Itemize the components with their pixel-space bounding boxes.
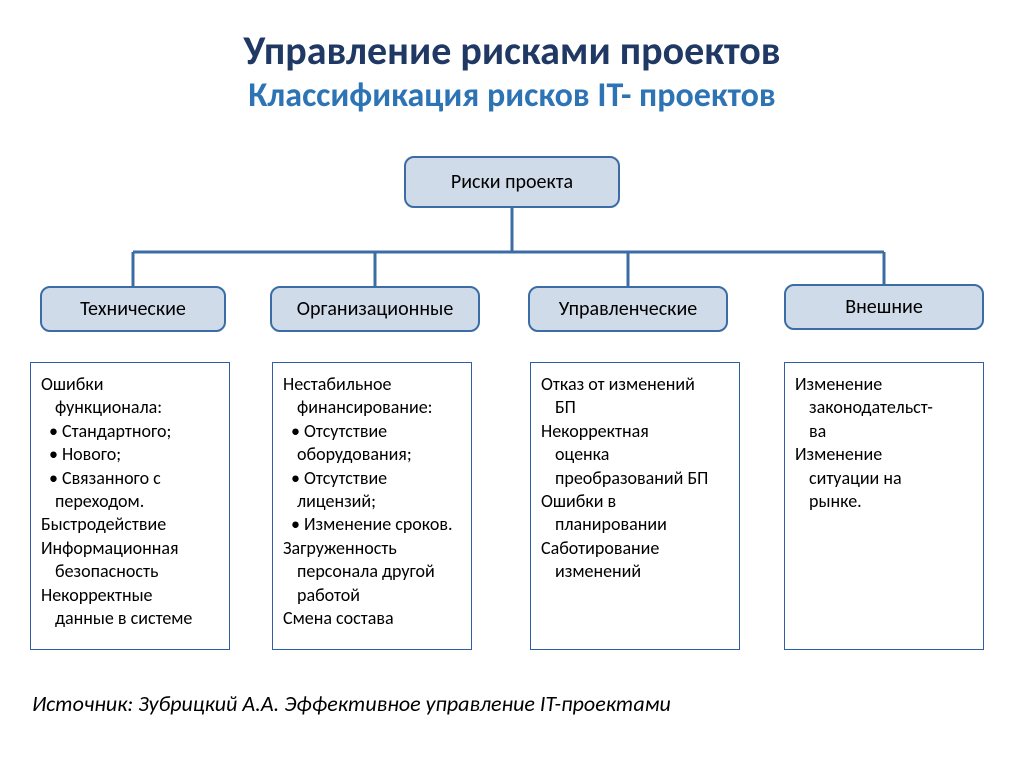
detail-line: Ошибки bbox=[41, 373, 221, 396]
detail-line: Быстродействие bbox=[41, 513, 221, 536]
source-citation: Источник: Зубрицкий А.А. Эффективное упр… bbox=[32, 690, 671, 717]
detail-line: Некорректная bbox=[541, 420, 731, 443]
detail-line: ситуации на bbox=[795, 467, 975, 490]
detail-line: Ошибки в bbox=[541, 490, 731, 513]
detail-line: оборудования; bbox=[283, 443, 463, 466]
detail-line: БП bbox=[541, 396, 731, 419]
page-subtitle: Классификация рисков IT- проектов bbox=[0, 75, 1024, 116]
detail-line: Изменение bbox=[795, 373, 975, 396]
category-node-0: Технические bbox=[40, 286, 226, 332]
detail-line: функционала: bbox=[41, 396, 221, 419]
detail-line: Саботирование bbox=[541, 537, 731, 560]
page-title: Управление рисками проектов bbox=[0, 0, 1024, 75]
detail-line: законодательст- bbox=[795, 396, 975, 419]
detail-line: изменений bbox=[541, 560, 731, 583]
detail-box-1: Нестабильноефинансирование:Отсутствиеобо… bbox=[272, 362, 472, 650]
category-node-3: Внешние bbox=[784, 284, 984, 330]
detail-line: переходом. bbox=[41, 490, 221, 513]
detail-line: Изменение сроков. bbox=[283, 513, 463, 536]
detail-line: Стандартного; bbox=[41, 420, 221, 443]
detail-line: Смена состава bbox=[283, 607, 463, 630]
root-node: Риски проекта bbox=[404, 156, 620, 208]
detail-line: Некорректные bbox=[41, 584, 221, 607]
detail-line: планировании bbox=[541, 513, 731, 536]
detail-line: Информационная bbox=[41, 537, 221, 560]
detail-line: Отсутствие bbox=[283, 467, 463, 490]
category-node-2: Управленческие bbox=[528, 286, 728, 332]
detail-box-2: Отказ от измененийБПНекорректнаяоценкапр… bbox=[530, 362, 740, 650]
detail-line: Нестабильное bbox=[283, 373, 463, 396]
detail-line: финансирование: bbox=[283, 396, 463, 419]
detail-box-3: Изменениезаконодательст-ваИзменениеситуа… bbox=[784, 362, 984, 650]
detail-line: Связанного с bbox=[41, 467, 221, 490]
detail-line: Нового; bbox=[41, 443, 221, 466]
detail-line: преобразований БП bbox=[541, 467, 731, 490]
detail-line: Отказ от изменений bbox=[541, 373, 731, 396]
category-node-1: Организационные bbox=[270, 286, 480, 332]
detail-line: Изменение bbox=[795, 443, 975, 466]
detail-line: лицензий; bbox=[283, 490, 463, 513]
detail-line: данные в системе bbox=[41, 607, 221, 630]
detail-line: Загруженность bbox=[283, 537, 463, 560]
detail-line: безопасность bbox=[41, 560, 221, 583]
detail-line: Отсутствие bbox=[283, 420, 463, 443]
detail-box-0: Ошибкифункционала:Стандартного;Нового;Св… bbox=[30, 362, 230, 650]
detail-line: оценка bbox=[541, 443, 731, 466]
detail-line: работой bbox=[283, 584, 463, 607]
detail-line: ва bbox=[795, 420, 975, 443]
detail-line: рынке. bbox=[795, 490, 975, 513]
detail-line: персонала другой bbox=[283, 560, 463, 583]
